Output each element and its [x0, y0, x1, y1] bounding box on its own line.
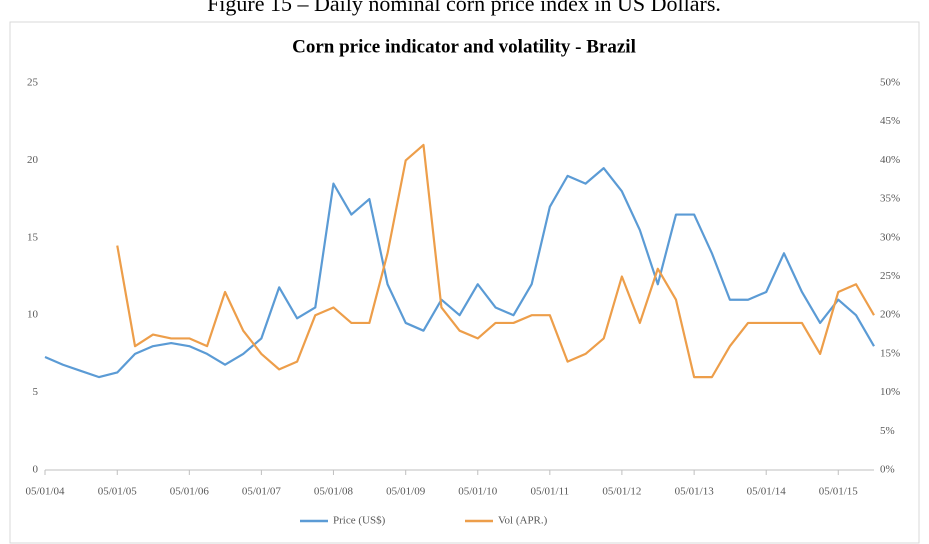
x-tick-label: 05/01/12	[602, 486, 641, 498]
x-tick-label: 05/01/06	[170, 486, 210, 498]
y2-tick-label: 25%	[880, 270, 900, 282]
x-tick-label: 05/01/14	[747, 486, 787, 498]
y2-tick-label: 15%	[880, 347, 900, 359]
y2-tick-label: 20%	[880, 309, 900, 321]
y2-tick-label: 0%	[880, 464, 895, 476]
series-line	[44, 167, 875, 379]
legend-label: Vol (APR.)	[498, 515, 548, 527]
y2-tick-label: 40%	[880, 154, 900, 166]
x-tick-label: 05/01/10	[458, 486, 498, 498]
x-tick-label: 05/01/07	[242, 486, 282, 498]
y2-tick-label: 35%	[880, 193, 900, 205]
legend-label: Price (US$)	[333, 515, 386, 527]
chart-frame	[9, 21, 920, 544]
x-tick-label: 05/01/05	[98, 486, 138, 498]
y2-tick-label: 50%	[880, 77, 900, 89]
series-line	[116, 143, 875, 379]
x-tick-label: 05/01/04	[25, 486, 65, 498]
x-tick-label: 05/01/13	[675, 486, 715, 498]
y-tick-label: 15	[27, 231, 39, 243]
x-tick-label: 05/01/09	[386, 486, 426, 498]
y2-tick-label: 45%	[880, 115, 900, 127]
x-tick-label: 05/01/11	[530, 486, 569, 498]
y-tick-label: 5	[33, 386, 39, 398]
y2-tick-label: 5%	[880, 425, 895, 437]
y-tick-label: 25	[27, 77, 39, 89]
x-tick-label: 05/01/15	[819, 486, 859, 498]
y2-tick-label: 10%	[880, 386, 900, 398]
chart-title: Corn price indicator and volatility - Br…	[292, 36, 636, 57]
y-tick-label: 10	[27, 309, 39, 321]
figure-caption: Figure 15 – Daily nominal corn price ind…	[207, 0, 721, 16]
y-tick-label: 0	[33, 464, 39, 476]
x-tick-label: 05/01/08	[314, 486, 354, 498]
y2-tick-label: 30%	[880, 231, 900, 243]
y-tick-label: 20	[27, 154, 39, 166]
